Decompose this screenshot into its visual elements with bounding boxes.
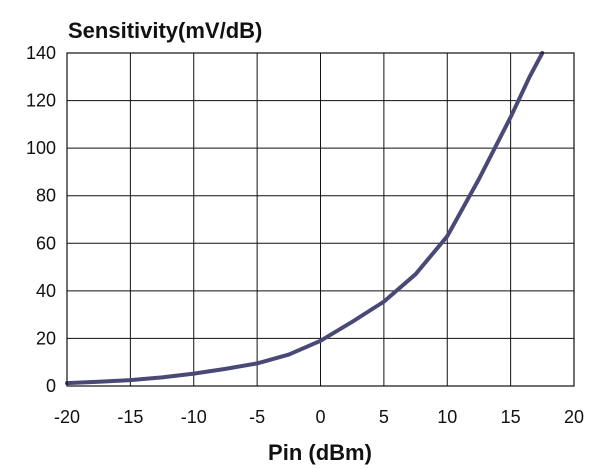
x-tick-label: -10 [181, 407, 207, 427]
series-line [65, 51, 545, 386]
x-tick-label: 15 [501, 407, 521, 427]
x-tick-label: 20 [564, 407, 584, 427]
chart-title: Sensitivity(mV/dB) [68, 18, 262, 43]
y-tick-label: 0 [46, 376, 56, 396]
y-tick-label: 20 [36, 328, 56, 348]
x-axis-title: Pin (dBm) [268, 440, 372, 465]
x-tick-label: 10 [437, 407, 457, 427]
x-tick-label: -15 [117, 407, 143, 427]
y-tick-label: 140 [26, 43, 56, 63]
y-tick-labels: 0 20 40 60 80 100 120 140 [26, 43, 56, 396]
y-tick-label: 120 [26, 91, 56, 111]
y-tick-label: 60 [36, 233, 56, 253]
series-lines [65, 51, 545, 386]
y-tick-label: 40 [36, 281, 56, 301]
x-tick-labels: -20 -15 -10 -5 0 5 10 15 20 [54, 407, 584, 427]
x-tick-label: -5 [249, 407, 265, 427]
y-tick-label: 80 [36, 186, 56, 206]
x-tick-label: 5 [379, 407, 389, 427]
x-tick-label: 0 [315, 407, 325, 427]
y-tick-label: 100 [26, 138, 56, 158]
grid-lines [66, 52, 575, 387]
plot-area-border [66, 52, 575, 387]
x-tick-label: -20 [54, 407, 80, 427]
